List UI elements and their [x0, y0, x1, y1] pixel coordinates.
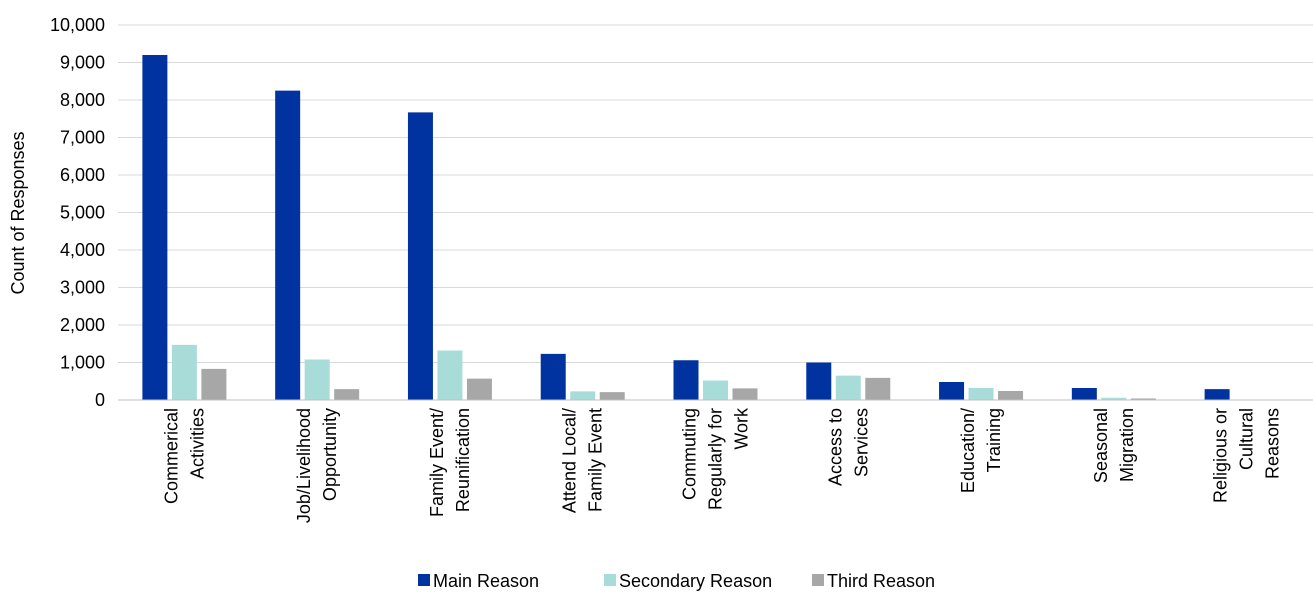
bar-third-reason: [732, 388, 758, 400]
x-category-label-line: Commerical: [161, 408, 181, 504]
bar-secondary-reason: [968, 388, 994, 400]
y-tick-label: 9,000: [60, 53, 105, 73]
legend-swatch: [812, 574, 824, 586]
x-category-label-line: Job/Livelihood: [294, 408, 314, 523]
x-category-label-line: Commuting: [680, 408, 700, 500]
x-category-label-line: Activities: [187, 408, 207, 479]
bar-third-reason: [599, 392, 625, 400]
bar-third-reason: [334, 389, 360, 400]
y-tick-label: 2,000: [60, 315, 105, 335]
x-category-label-line: Migration: [1117, 408, 1137, 482]
x-category-label-line: Training: [984, 408, 1004, 472]
x-category-label-line: Work: [732, 407, 752, 450]
y-tick-label: 1,000: [60, 353, 105, 373]
bar-main-reason: [673, 360, 699, 400]
x-category-label: Attend Local/Family Event: [560, 408, 606, 513]
y-axis-ticks: 0 1,000 2,000 3,000 4,000 5,000 6,000 7,000 8,00…: [50, 15, 105, 410]
bar-third-reason: [201, 368, 227, 400]
x-category-label-line: Access to: [825, 408, 845, 486]
bar-secondary-reason: [171, 344, 197, 400]
bar-main-reason: [939, 382, 965, 400]
bar-secondary-reason: [703, 380, 728, 400]
x-category-label-line: Cultural: [1237, 408, 1257, 470]
bar-secondary-reason: [437, 350, 463, 400]
bar-secondary-reason: [835, 375, 861, 400]
bar-secondary-reason: [1101, 397, 1127, 400]
y-tick-label: 4,000: [60, 240, 105, 260]
bar-third-reason: [998, 391, 1024, 400]
x-category-label-line: Reasons: [1263, 408, 1283, 479]
bar-main-reason: [275, 90, 301, 400]
x-category-label: Commerical Activities: [161, 408, 207, 504]
legend-swatch: [418, 574, 430, 586]
bar-third-reason: [466, 378, 492, 400]
bar-main-reason: [1071, 388, 1097, 400]
y-tick-label: 7,000: [60, 128, 105, 148]
x-category-label-line: Religious or: [1211, 408, 1231, 503]
bar-third-reason: [865, 377, 891, 400]
bar-main-reason: [407, 112, 433, 400]
x-category-label-line: Family Event/: [427, 408, 447, 517]
legend-label: Third Reason: [827, 571, 935, 591]
gridlines: [118, 24, 1313, 363]
y-tick-label: 3,000: [60, 278, 105, 298]
legend: Main Reason Secondary Reason Third Reason: [418, 571, 935, 591]
legend-swatch: [604, 574, 616, 586]
bar-main-reason: [540, 353, 566, 400]
y-tick-label: 6,000: [60, 165, 105, 185]
x-category-label-line: Services: [851, 408, 871, 477]
x-category-label: Education/Training: [958, 408, 1004, 493]
y-tick-label: 8,000: [60, 90, 105, 110]
x-category-label-line: Family Event: [586, 408, 606, 512]
y-tick-label: 5,000: [60, 203, 105, 223]
legend-label: Main Reason: [433, 571, 539, 591]
x-category-label-line: Attend Local/: [560, 408, 580, 513]
bar-main-reason: [1204, 389, 1230, 400]
x-category-label: Family Event/Reunification: [427, 408, 473, 517]
x-category-label: Access to Services: [825, 408, 871, 486]
y-tick-label: 0: [95, 390, 105, 410]
y-tick-label: 10,000: [50, 15, 105, 35]
bar-secondary-reason: [304, 359, 330, 400]
x-category-label-line: Regularly for: [706, 408, 726, 510]
bars: [142, 55, 1230, 400]
y-axis-title: Count of Responses: [8, 131, 28, 294]
x-category-label-line: Reunification: [453, 408, 473, 512]
x-category-label: Job/Livelihood Opportunity: [294, 408, 340, 523]
bar-main-reason: [142, 55, 168, 400]
x-category-label: Commuting Regularly for Work: [680, 407, 752, 510]
x-category-label: Religious or Cultural Reasons: [1211, 408, 1283, 503]
bar-secondary-reason: [570, 391, 596, 400]
x-category-label-line: Seasonal: [1091, 408, 1111, 483]
x-axis-category-labels: Commerical Activities Job/Livelihood Opport…: [161, 407, 1282, 523]
bar-main-reason: [806, 362, 832, 400]
legend-label: Secondary Reason: [619, 571, 772, 591]
bar-third-reason: [1130, 398, 1156, 400]
x-category-label-line: Opportunity: [320, 408, 340, 501]
x-category-label: Seasonal Migration: [1091, 408, 1137, 483]
x-category-label-line: Education/: [958, 408, 978, 493]
